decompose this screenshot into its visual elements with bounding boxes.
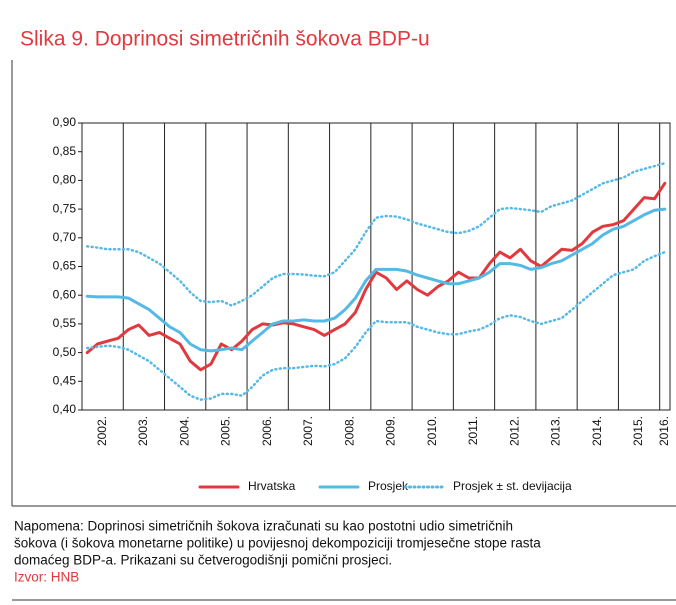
series-line: [85, 181, 667, 372]
y-tick-label: 0,70: [53, 230, 77, 244]
x-tick-label: 2009.: [384, 416, 398, 446]
y-tick-label: 0,55: [53, 316, 77, 330]
y-tick-label: 0,65: [53, 259, 77, 273]
x-tick-label: 2014.: [590, 416, 604, 446]
note-line: šokova (i šokova monetarne politike) u p…: [14, 536, 541, 551]
x-tick-label: 2013.: [549, 416, 563, 446]
x-tick-label: 2016.: [657, 416, 671, 446]
x-tick-label: 2010.: [425, 416, 439, 446]
series-line: [85, 161, 667, 307]
y-tick-label: 0,85: [53, 144, 77, 158]
x-tick-label: 2008.: [342, 416, 356, 446]
source: Izvor: HNB: [14, 570, 79, 585]
y-tick-label: 0,75: [53, 201, 77, 215]
y-tick-label: 0,90: [53, 115, 77, 129]
x-tick-label: 2003.: [136, 416, 150, 446]
chart-title: Slika 9. Doprinosi simetričnih šokova BD…: [20, 28, 430, 51]
plot-frame: [81, 122, 671, 411]
y-tick-label: 0,80: [53, 173, 77, 187]
x-tick-label: 2007.: [301, 416, 315, 446]
note-line: domaćeg BDP-a. Prikazani su četverogodiš…: [14, 553, 392, 568]
x-tick-label: 2011.: [466, 416, 480, 445]
legend-label: Hrvatska: [248, 479, 296, 493]
y-tick-label: 0,60: [53, 287, 77, 301]
series-line: [85, 207, 667, 353]
x-tick-label: 2015.: [631, 416, 645, 446]
x-tick-label: 2004.: [177, 416, 191, 446]
legend-label: Prosjek ± st. devijacija: [453, 479, 572, 493]
x-tick-label: 2006.: [260, 416, 274, 446]
series-line: [85, 250, 667, 401]
x-tick-label: 2002.: [95, 416, 109, 446]
note-line: Napomena: Doprinosi simetričnih šokova i…: [14, 519, 513, 534]
y-tick-label: 0,45: [53, 373, 77, 387]
x-tick-label: 2012.: [507, 416, 521, 446]
legend-label: Prosjek: [368, 479, 409, 493]
x-tick-label: 2005.: [219, 416, 233, 446]
y-tick-label: 0,50: [53, 345, 77, 359]
y-tick-label: 0,40: [53, 402, 77, 416]
